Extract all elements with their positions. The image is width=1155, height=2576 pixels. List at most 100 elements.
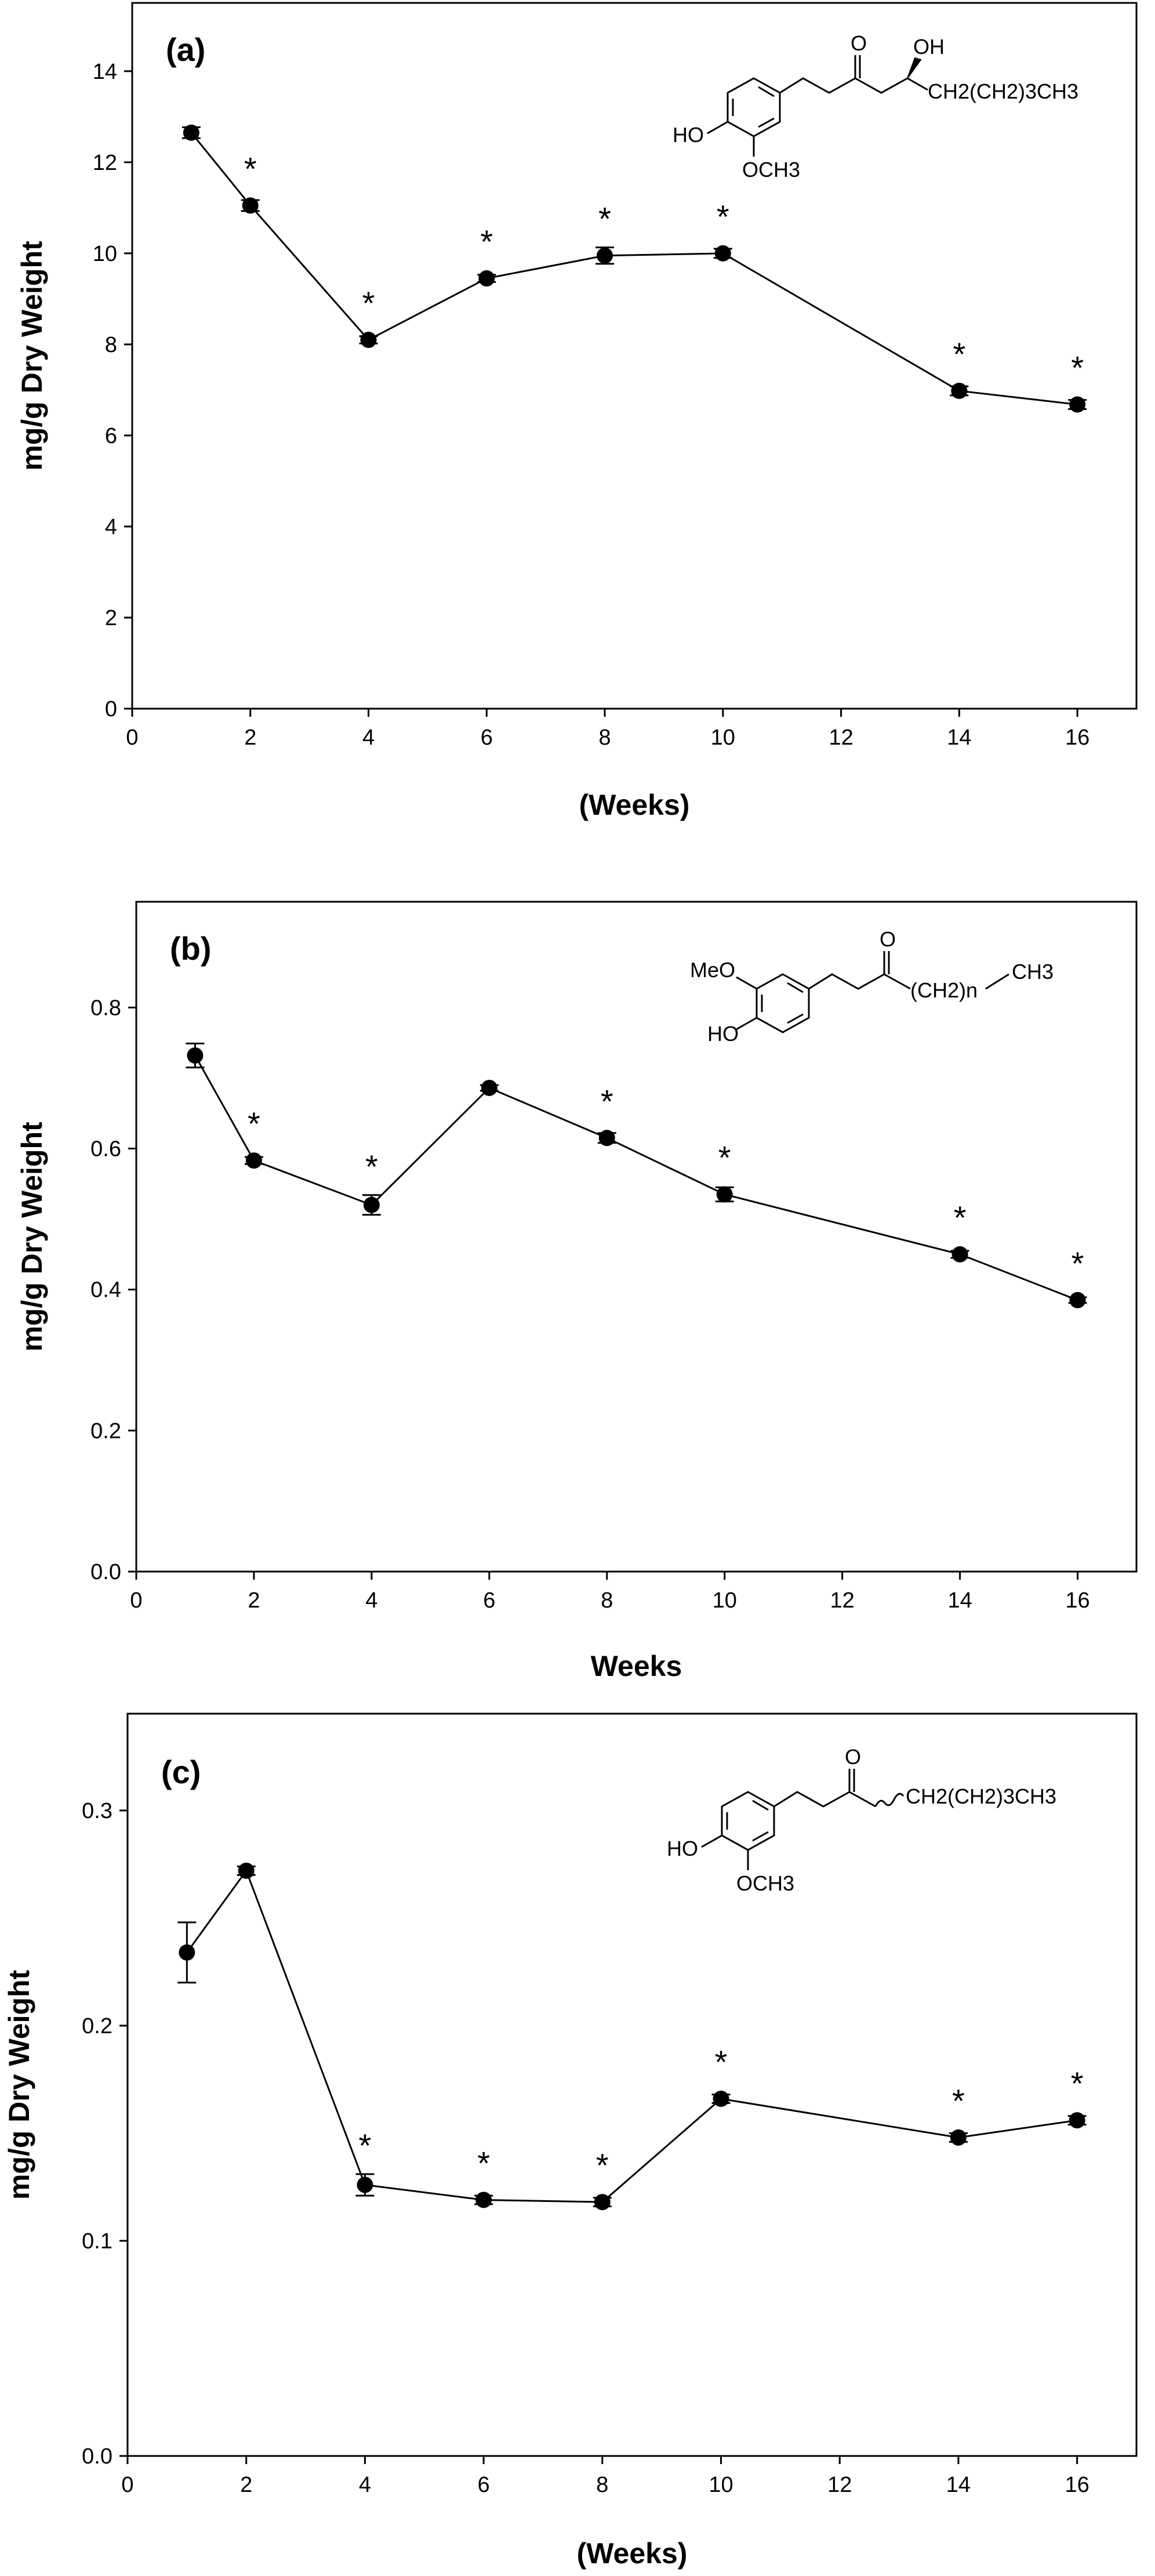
benzene-ring <box>721 1791 775 1851</box>
series-line <box>194 1055 1078 1301</box>
x-tick-label: 10 <box>711 725 735 750</box>
significance-marker: * <box>953 336 965 372</box>
significance-marker: * <box>365 1148 378 1185</box>
x-tick-label: 4 <box>365 1588 377 1613</box>
plot-frame <box>126 1713 1138 2457</box>
y-tick-label: 10 <box>93 242 117 266</box>
data-point <box>1069 396 1086 413</box>
chart-panel-c: 0 2 4 6 8 10 12 14 16 0.0 0.1 0.2 0.3 (Weeks) mg/g Dry… <box>3 1713 1138 2570</box>
bond <box>855 77 908 94</box>
x-tick-label: 0 <box>130 1588 142 1613</box>
x-tick-label: 0 <box>126 725 138 750</box>
data-point <box>179 1944 195 1961</box>
data-point <box>714 245 731 262</box>
significance-marker: * <box>362 285 375 321</box>
y-tick-label: 4 <box>105 515 117 539</box>
y-tick-label: 14 <box>93 60 117 84</box>
significance-marker: * <box>248 1105 260 1142</box>
data-point <box>594 2194 611 2211</box>
structure-label: O <box>845 1745 861 1769</box>
x-tick-label: 16 <box>1065 2473 1089 2497</box>
structure-label: HO <box>667 1837 698 1860</box>
benzene-ring <box>756 973 810 1033</box>
benzene-ring <box>727 77 781 137</box>
plot-frame <box>131 2 1138 710</box>
significance-marker: * <box>1071 350 1084 386</box>
ring-double-bond <box>787 982 804 993</box>
structure-label: HO <box>673 123 704 147</box>
data-point <box>360 332 377 349</box>
data-point <box>597 247 613 264</box>
data-point <box>187 1047 204 1064</box>
data-point <box>716 1186 733 1203</box>
ring-double-bond <box>787 1013 804 1024</box>
data-point <box>1069 2112 1085 2129</box>
data-point <box>183 124 199 141</box>
structure-label: OCH3 <box>742 158 800 182</box>
significance-marker: * <box>601 1083 613 1119</box>
structure-label: CH2(CH2)3CH3 <box>906 1784 1056 1808</box>
x-tick-label: 12 <box>829 725 853 750</box>
bond <box>849 1791 876 1808</box>
data-point <box>598 1130 615 1146</box>
y-tick-label: 0.6 <box>90 1137 121 1162</box>
wedge-bond <box>907 57 922 79</box>
y-axis-label: mg/g Dry Weight <box>16 241 48 471</box>
side-chain <box>808 973 885 990</box>
x-tick-label: 10 <box>709 2473 733 2497</box>
bond <box>736 1017 757 1031</box>
y-tick-label: 2 <box>105 606 117 630</box>
x-axis-label: (Weeks) <box>577 2537 688 2570</box>
data-point <box>245 1152 262 1169</box>
data-point <box>951 382 968 399</box>
x-tick-label: 10 <box>713 1588 737 1613</box>
data-point <box>1069 1291 1086 1308</box>
x-tick-label: 14 <box>947 725 971 750</box>
series-line <box>190 132 1078 406</box>
structure-label: (CH2)n <box>910 978 978 1002</box>
significance-marker: * <box>1072 1245 1084 1282</box>
significance-marker: * <box>244 150 257 187</box>
chart-panel-a: 0 2 4 6 8 10 12 14 16 0 2 4 6 8 10 12 14 (Weeks) mg/g Dry … <box>16 2 1138 821</box>
x-tick-label: 16 <box>1065 725 1089 750</box>
x-tick-label: 4 <box>359 2473 371 2497</box>
structure-label: CH3 <box>1012 960 1054 984</box>
bond <box>701 1834 722 1848</box>
x-tick-label: 8 <box>598 725 611 750</box>
significance-marker: * <box>952 2082 965 2119</box>
chemical-structure: HO OCH3 O OH CH2(CH2)3CH3 <box>673 31 1078 182</box>
y-tick-label: 0.2 <box>90 1419 121 1443</box>
structure-label: MeO <box>690 958 735 982</box>
panel-label: (a) <box>166 31 205 68</box>
data-point <box>478 270 495 287</box>
data-point <box>950 2129 967 2146</box>
structure-label: OCH3 <box>736 1871 794 1895</box>
data-point <box>481 1079 497 1096</box>
x-tick-label: 2 <box>240 2473 252 2497</box>
y-tick-label: 0.8 <box>90 996 121 1020</box>
panel-label: (c) <box>161 1754 201 1790</box>
x-tick-label: 0 <box>121 2473 133 2497</box>
bond <box>907 77 928 91</box>
side-chain <box>773 1791 850 1808</box>
y-tick-label: 0.4 <box>90 1278 121 1302</box>
side-chain <box>779 77 856 94</box>
x-tick-label: 14 <box>947 1588 972 1613</box>
chemical-structure: MeO HO O (CH2)n CH3 <box>690 927 1054 1046</box>
ring-double-bond <box>758 117 775 128</box>
x-tick-label: 14 <box>946 2473 971 2497</box>
chemical-structure: HO OCH3 O CH2(CH2)3CH3 <box>667 1745 1056 1895</box>
y-tick-label: 0.0 <box>90 1560 121 1584</box>
x-tick-label: 2 <box>248 1588 260 1613</box>
structure-label: O <box>851 31 867 55</box>
ring-double-bond <box>758 86 775 97</box>
significance-marker: * <box>477 2145 490 2181</box>
significance-marker: * <box>480 223 493 260</box>
significance-marker: * <box>1071 2065 1084 2102</box>
data-point <box>242 197 259 214</box>
significance-marker: * <box>596 2147 609 2183</box>
series-line <box>186 1868 1077 2203</box>
wavy-double-bond <box>874 1793 905 1807</box>
plot-frame <box>135 901 1138 1573</box>
